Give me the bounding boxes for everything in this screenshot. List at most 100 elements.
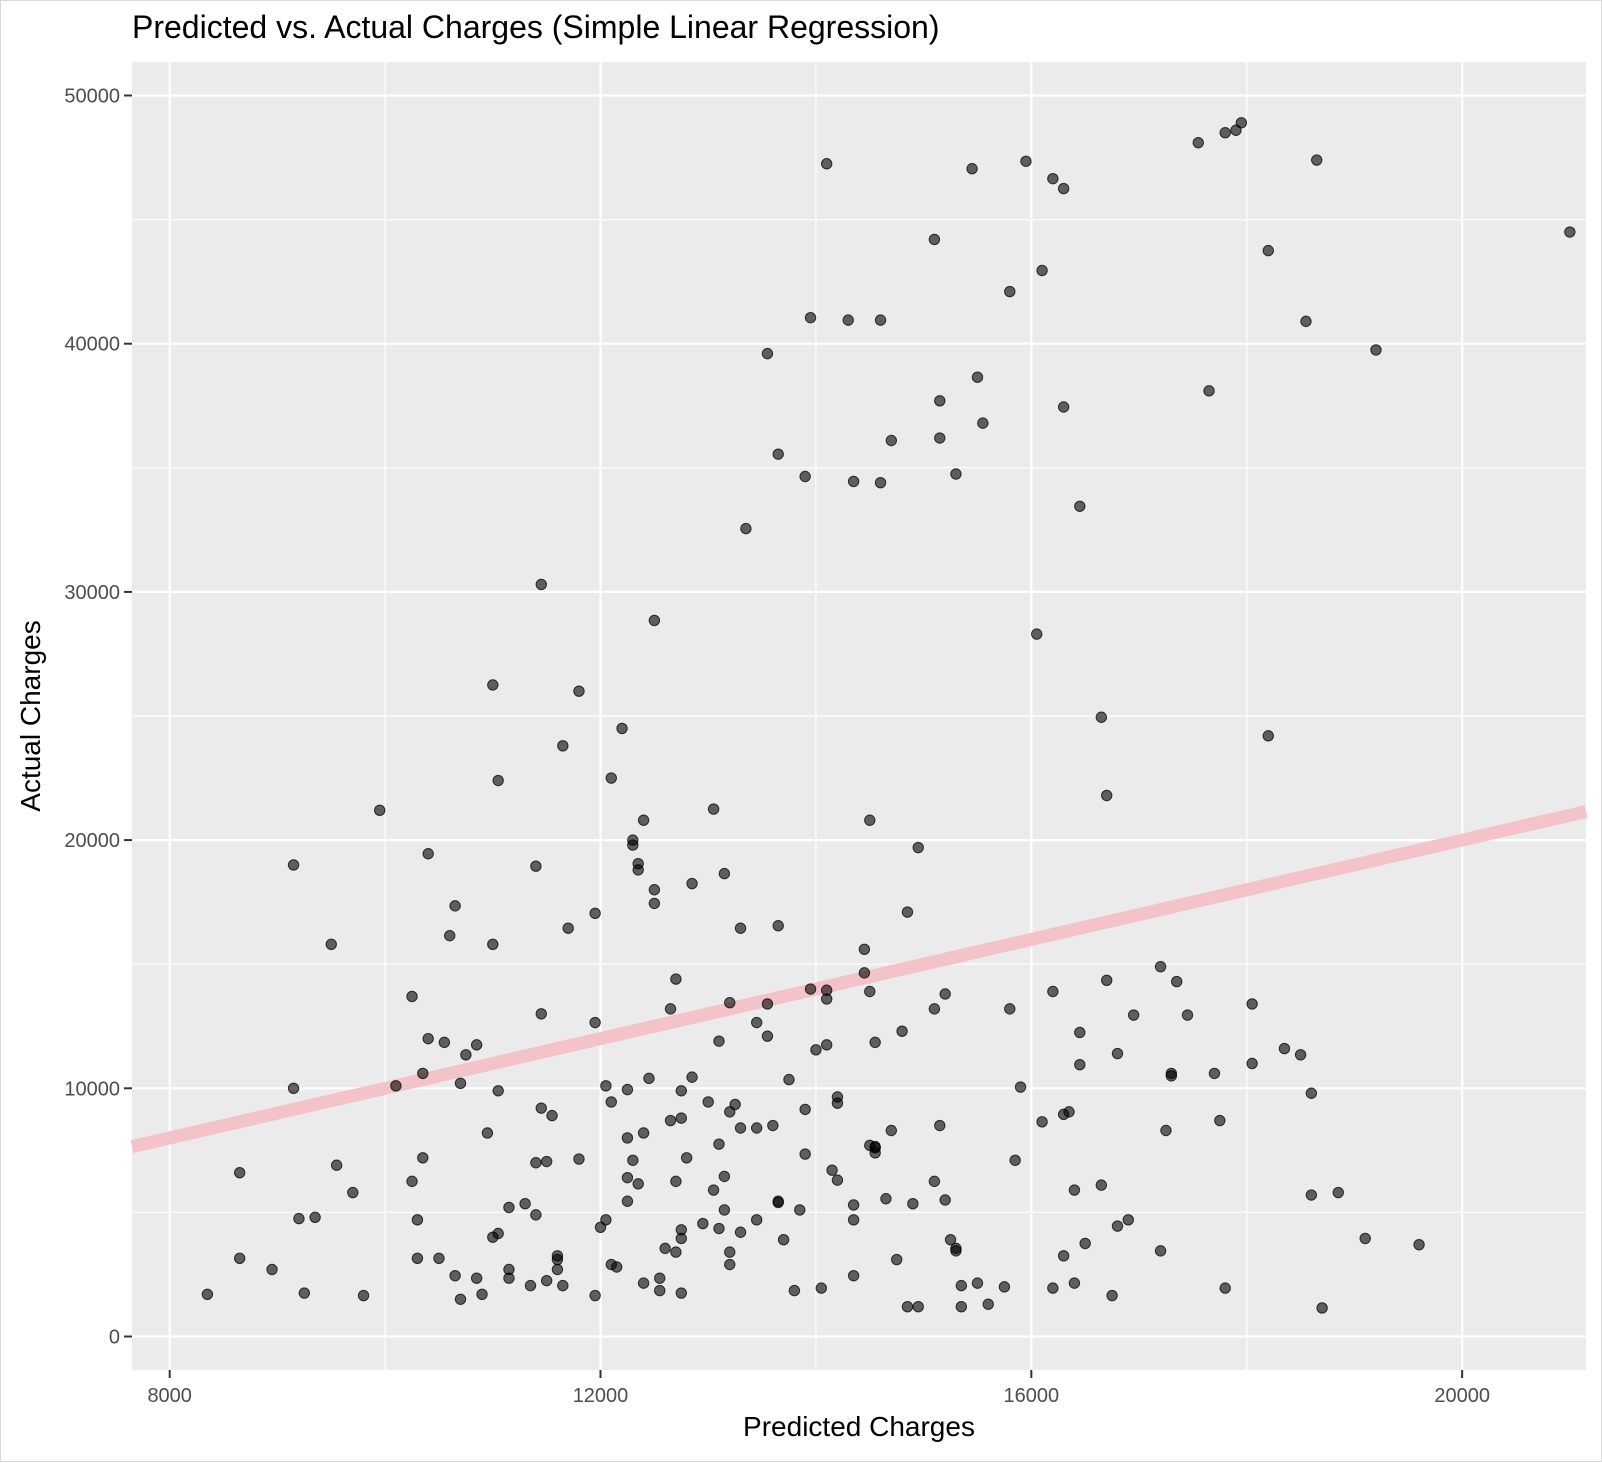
data-point <box>449 900 461 912</box>
data-point <box>880 1193 892 1205</box>
data-point <box>686 877 698 890</box>
data-point <box>820 158 833 170</box>
chart-title: Predicted vs. Actual Charges (Simple Lin… <box>132 9 939 45</box>
data-point <box>417 1152 429 1164</box>
data-point <box>761 998 774 1010</box>
y-axis-title: Actual Charges <box>15 620 46 811</box>
data-point <box>858 967 871 979</box>
data-point <box>1111 1047 1124 1060</box>
data-point <box>454 1293 467 1305</box>
data-point <box>772 1196 784 1209</box>
y-axis: 0 10000 20000 30000 40000 50000 <box>64 86 132 1348</box>
data-point <box>573 1153 585 1165</box>
data-point <box>1235 117 1248 129</box>
data-point <box>901 906 914 918</box>
data-point <box>977 417 989 429</box>
major-gridlines <box>132 62 1586 1370</box>
data-point <box>605 772 617 784</box>
data-point <box>724 996 736 1009</box>
data-point <box>707 803 720 815</box>
data-point <box>438 1036 451 1049</box>
y-tick-label: 40000 <box>64 334 120 356</box>
data-point <box>659 1242 671 1255</box>
data-point <box>772 448 784 460</box>
data-point <box>1111 1220 1124 1232</box>
data-point <box>664 1114 677 1127</box>
data-point <box>858 943 871 956</box>
data-point <box>492 1085 504 1097</box>
data-point <box>686 1071 698 1083</box>
data-point <box>1095 711 1108 723</box>
data-point <box>411 1214 424 1226</box>
data-point <box>1305 1087 1318 1099</box>
data-point <box>934 1119 946 1132</box>
data-point <box>847 1199 860 1211</box>
data-point <box>492 1227 504 1240</box>
data-point <box>1154 960 1167 973</box>
data-point <box>934 395 946 407</box>
data-point <box>1219 1282 1231 1294</box>
data-point <box>1036 1116 1048 1128</box>
data-point <box>648 614 661 627</box>
data-point <box>1036 264 1048 277</box>
data-point <box>1311 154 1323 166</box>
data-point <box>266 1263 278 1276</box>
data-point <box>1370 344 1382 356</box>
data-point <box>530 1209 542 1221</box>
data-point <box>734 1122 747 1134</box>
data-point <box>713 1138 725 1150</box>
data-point <box>330 1159 343 1171</box>
data-point <box>610 1261 623 1273</box>
data-point <box>847 475 860 488</box>
data-point <box>950 468 962 480</box>
data-point <box>831 1174 844 1186</box>
data-point <box>1014 1081 1027 1093</box>
data-point <box>675 1112 687 1124</box>
data-point <box>1074 1059 1086 1071</box>
data-point <box>750 1214 763 1226</box>
data-point <box>670 1175 682 1188</box>
data-point <box>627 1154 639 1166</box>
data-point <box>1031 628 1043 640</box>
data-point <box>535 1008 547 1020</box>
data-point <box>1004 285 1016 298</box>
data-point <box>1020 155 1032 167</box>
data-point <box>1068 1277 1081 1289</box>
data-point <box>799 470 811 483</box>
data-point <box>885 434 898 447</box>
data-point <box>600 1214 612 1226</box>
data-point <box>503 1201 515 1214</box>
data-point <box>761 347 774 360</box>
data-point <box>1004 1003 1016 1015</box>
data-point <box>820 993 833 1005</box>
data-point <box>1181 1009 1194 1021</box>
data-point <box>1057 182 1070 195</box>
data-point <box>234 1252 246 1265</box>
data-point <box>928 233 941 246</box>
data-point <box>1165 1070 1178 1082</box>
data-point <box>616 722 628 735</box>
x-axis: 8000 12000 16000 20000 <box>147 1370 1490 1407</box>
data-point <box>901 1301 914 1313</box>
data-point <box>1063 1106 1075 1118</box>
data-point <box>820 1039 833 1051</box>
data-point <box>1203 385 1215 397</box>
data-point <box>487 679 499 691</box>
data-point <box>417 1067 429 1080</box>
data-point <box>422 848 434 860</box>
data-point <box>799 1103 811 1116</box>
data-point <box>804 983 817 995</box>
data-point <box>535 1102 547 1114</box>
data-point <box>460 1049 472 1061</box>
data-point <box>654 1284 666 1297</box>
data-point <box>767 1119 779 1132</box>
data-point <box>503 1272 515 1284</box>
data-point <box>971 371 984 383</box>
data-point <box>912 841 924 854</box>
data-points <box>201 117 1576 1314</box>
data-point <box>605 1096 617 1108</box>
data-point <box>1413 1238 1425 1251</box>
y-tick-label: 30000 <box>64 582 120 604</box>
data-point <box>632 857 644 870</box>
